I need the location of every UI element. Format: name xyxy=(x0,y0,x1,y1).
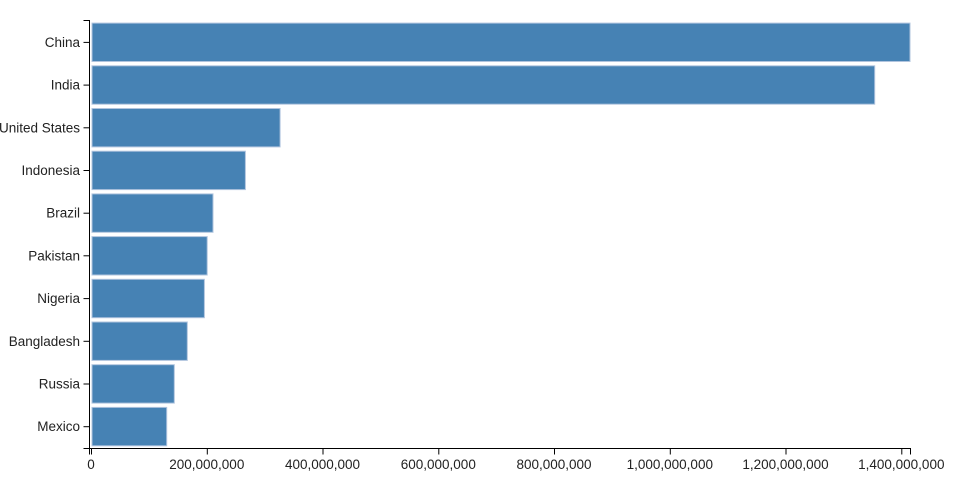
bar-india xyxy=(91,65,876,105)
x-tick-label-1000000000: 1,000,000,000 xyxy=(627,457,713,472)
bar-russia xyxy=(91,364,175,404)
y-tick-label-russia: Russia xyxy=(39,377,81,392)
bar-united-states xyxy=(91,108,281,148)
y-tick-label-nigeria: Nigeria xyxy=(37,291,80,306)
x-tick-label-800000000: 800,000,000 xyxy=(516,457,591,472)
bar-indonesia xyxy=(91,150,246,191)
bar-pakistan xyxy=(91,236,208,276)
x-axis-line xyxy=(89,448,911,455)
bar-nigeria xyxy=(91,278,205,319)
x-tick-label-1200000000: 1,200,000,000 xyxy=(742,457,828,472)
y-tick-label-mexico: Mexico xyxy=(37,419,80,434)
x-tick-label-600000000: 600,000,000 xyxy=(401,457,476,472)
x-axis: 0 200,000,000 400,000,000 600,000,000 800,00… xyxy=(87,448,944,472)
y-tick-label-united-states: United States xyxy=(0,120,80,135)
y-tick-label-indonesia: Indonesia xyxy=(21,163,80,178)
x-tick-label-200000000: 200,000,000 xyxy=(169,457,244,472)
y-tick-label-brazil: Brazil xyxy=(46,206,80,221)
y-axis: China India United States Indonesia Brazil Pa… xyxy=(0,20,90,449)
y-tick-label-bangladesh: Bangladesh xyxy=(9,334,80,349)
y-tick-label-pakistan: Pakistan xyxy=(28,248,80,263)
bar-mexico xyxy=(91,406,168,447)
x-tick-label-0: 0 xyxy=(87,457,95,472)
x-tick-label-1400000000: 1,400,000,000 xyxy=(858,457,944,472)
y-tick-label-china: China xyxy=(45,35,81,50)
x-tick-label-400000000: 400,000,000 xyxy=(285,457,360,472)
bar-brazil xyxy=(91,193,214,233)
bar-china xyxy=(91,22,911,63)
bar-bangladesh xyxy=(91,321,188,361)
y-tick-label-india: India xyxy=(51,78,81,93)
y-axis-line xyxy=(83,20,90,449)
bars-group xyxy=(91,22,911,447)
